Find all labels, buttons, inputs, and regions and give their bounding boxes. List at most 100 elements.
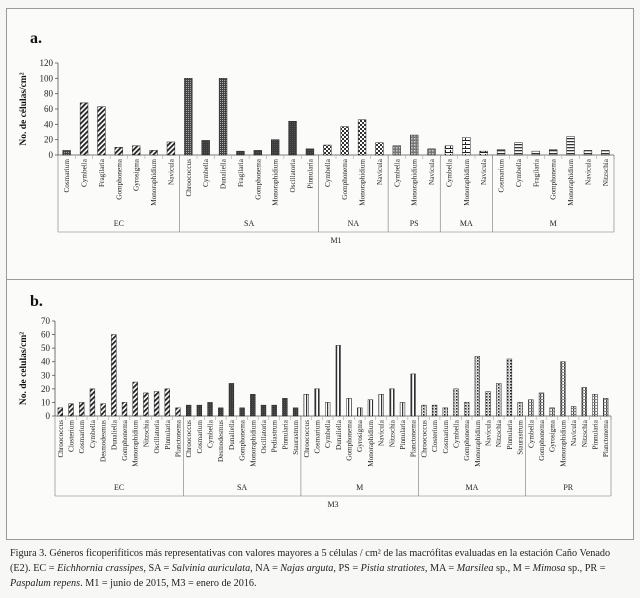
category-label: Planctonema bbox=[602, 419, 610, 457]
caption-text-5: , MA = bbox=[424, 563, 457, 574]
category-label: Gomphonema bbox=[463, 419, 471, 461]
bar bbox=[79, 102, 89, 156]
group-label: NA bbox=[348, 219, 360, 228]
bar bbox=[399, 402, 406, 417]
bar bbox=[549, 149, 558, 156]
category-label: Monoraphidium bbox=[272, 159, 280, 206]
caption-text-1: Figura 3. Géneros ficoperifíticos más re… bbox=[10, 548, 611, 574]
bar bbox=[68, 403, 74, 417]
bar bbox=[496, 383, 502, 417]
y-tick-label: 20 bbox=[44, 135, 54, 145]
y-tick-label: 40 bbox=[44, 119, 54, 129]
bar bbox=[201, 140, 210, 156]
category-label: Closterium bbox=[68, 420, 76, 452]
category-label: Gyrosigma bbox=[133, 158, 141, 191]
bar bbox=[207, 402, 213, 417]
bar bbox=[303, 394, 309, 417]
caption-na: Najas arguta bbox=[280, 563, 334, 574]
bar bbox=[250, 394, 256, 417]
caption-m: Mimosa bbox=[532, 563, 566, 574]
bar bbox=[367, 399, 374, 417]
category-label: Navicula bbox=[428, 158, 436, 185]
category-label: Gomphonema bbox=[239, 419, 247, 461]
caption-text-2: , SA = bbox=[143, 563, 172, 574]
category-label: Chroococcus bbox=[57, 420, 65, 458]
caption-text-6: sp., M = bbox=[493, 563, 533, 574]
category-label: Chroococcus bbox=[185, 420, 193, 458]
category-label: Oscillatoria bbox=[260, 419, 268, 453]
bar bbox=[538, 392, 545, 417]
category-label: Oscillatoria bbox=[153, 419, 161, 453]
category-label: Cosmarium bbox=[196, 420, 204, 454]
category-label: Cymbella bbox=[527, 419, 535, 448]
category-label: Oscillatoria bbox=[289, 158, 297, 192]
y-tick-label: 100 bbox=[40, 73, 54, 83]
bar bbox=[288, 121, 297, 156]
y-tick-label: 70 bbox=[41, 316, 51, 326]
bar bbox=[335, 345, 342, 417]
category-label: Dunaliella bbox=[220, 158, 228, 189]
category-label: Monoraphidium bbox=[411, 159, 419, 206]
bar bbox=[132, 145, 141, 156]
bar bbox=[378, 394, 384, 417]
category-label: Navicula bbox=[376, 158, 384, 185]
category-label: Nitzschia bbox=[388, 419, 396, 447]
category-label: Dunaliella bbox=[335, 419, 343, 450]
bar bbox=[324, 402, 331, 417]
bar bbox=[314, 388, 320, 417]
category-label: Pinnularia bbox=[281, 419, 289, 449]
bar bbox=[375, 142, 384, 156]
category-label: Planctonema bbox=[410, 419, 418, 457]
category-label: Monoraphidium bbox=[359, 159, 367, 206]
category-label: Cymbella bbox=[393, 158, 401, 187]
bar bbox=[97, 106, 106, 156]
category-label: Navicula bbox=[480, 158, 488, 185]
bar bbox=[323, 144, 332, 156]
category-label: Closterium bbox=[431, 420, 439, 452]
category-label: Cosmarium bbox=[313, 420, 321, 454]
bar bbox=[149, 150, 158, 156]
category-label: Pinnularia bbox=[306, 158, 314, 188]
category-label: Pinnularia bbox=[591, 419, 599, 449]
bar bbox=[292, 407, 299, 417]
group-label: PS bbox=[410, 219, 419, 228]
category-label: Fragilaria bbox=[98, 158, 106, 187]
category-label: Gomphonema bbox=[538, 419, 546, 461]
bar bbox=[592, 394, 598, 417]
bar bbox=[164, 388, 170, 417]
bar bbox=[239, 407, 245, 417]
bar bbox=[175, 407, 181, 417]
category-label: Fragilaria bbox=[237, 158, 245, 187]
caption-sa: Salvinia auriculata bbox=[171, 563, 251, 574]
bar bbox=[184, 78, 193, 156]
bar bbox=[479, 150, 488, 156]
group-label: SA bbox=[237, 483, 247, 492]
bar bbox=[444, 145, 454, 156]
bar bbox=[602, 398, 609, 417]
category-label: Gomphonema bbox=[121, 419, 129, 461]
category-label: Staurastrum bbox=[517, 420, 525, 455]
category-label: Pediastrum bbox=[271, 420, 279, 453]
category-label: Fragilaria bbox=[532, 158, 540, 187]
y-tick-label: 30 bbox=[41, 370, 51, 380]
bar bbox=[421, 404, 427, 417]
bar bbox=[357, 407, 363, 417]
category-label: Nitzschia bbox=[581, 419, 589, 447]
category-label: Chroococcus bbox=[303, 420, 311, 458]
bar bbox=[79, 402, 85, 417]
category-label: Desmodesmus bbox=[217, 420, 225, 462]
category-label: Monoraphidium bbox=[132, 420, 140, 467]
bar bbox=[392, 145, 401, 156]
bar bbox=[410, 373, 416, 417]
category-label: Monoraphidium bbox=[474, 420, 482, 467]
bar bbox=[357, 119, 367, 156]
category-label: Cosmarium bbox=[498, 159, 506, 193]
panel-divider bbox=[6, 279, 634, 280]
category-label: Gyrosigma bbox=[356, 419, 364, 452]
group-label: EC bbox=[114, 483, 124, 492]
category-label: Chroococcus bbox=[185, 159, 193, 197]
category-label: Dunaliella bbox=[110, 419, 118, 450]
group-label: EC bbox=[114, 219, 124, 228]
bar bbox=[560, 361, 566, 417]
category-label: Cymbella bbox=[452, 419, 460, 448]
